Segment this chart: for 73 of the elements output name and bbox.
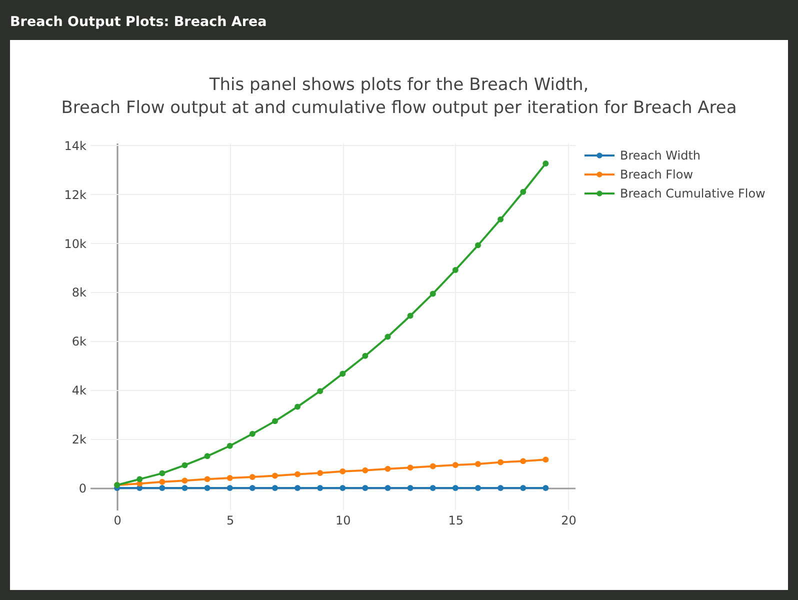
point — [340, 370, 346, 377]
x-tick-label: 20 — [561, 514, 576, 528]
point — [226, 442, 233, 449]
point — [430, 463, 436, 470]
point — [226, 474, 233, 481]
point — [317, 484, 324, 491]
x-tick-label: 0 — [114, 514, 122, 528]
point — [362, 467, 368, 474]
point — [204, 476, 210, 482]
point — [498, 459, 504, 466]
point — [475, 461, 481, 467]
point — [317, 470, 324, 476]
point — [204, 484, 210, 491]
point — [452, 484, 458, 491]
point — [384, 334, 391, 340]
y-tick-label: 10k — [64, 236, 87, 251]
point — [520, 188, 526, 195]
point — [294, 484, 301, 491]
point — [407, 484, 414, 491]
point — [136, 476, 143, 482]
point — [542, 456, 549, 463]
point — [452, 462, 458, 468]
y-tick-label: 8k — [72, 286, 87, 300]
point — [498, 216, 504, 222]
point — [317, 388, 324, 394]
point — [159, 478, 166, 485]
point — [475, 484, 481, 491]
point — [226, 484, 233, 491]
y-tick-label: 12k — [64, 188, 87, 202]
y-tick-label: 4k — [72, 384, 87, 398]
point — [520, 458, 526, 464]
x-tick-label: 15 — [448, 514, 464, 528]
point — [182, 484, 188, 491]
point — [272, 484, 278, 491]
point — [182, 462, 188, 468]
point — [272, 472, 278, 479]
point — [475, 242, 481, 248]
point — [384, 466, 391, 472]
y-tick-label: 14k — [64, 138, 87, 153]
point — [542, 484, 549, 491]
chart-title: This panel shows plots for the Breach Width, Breach Flow output at and cumulative flow output per iteration for Breach Area — [61, 75, 737, 118]
point — [159, 470, 166, 476]
x-tick-label: 5 — [226, 514, 234, 528]
point — [249, 474, 256, 480]
point — [520, 484, 526, 491]
legend-label: Breach Flow — [620, 168, 694, 182]
point — [340, 468, 346, 474]
point — [498, 484, 504, 491]
text: Breach Output Plots: Breach Area — [10, 14, 267, 30]
point — [407, 312, 414, 319]
y-tick-label: 6k — [72, 334, 87, 349]
point — [272, 418, 278, 424]
y-tick-label: 0 — [78, 481, 86, 496]
point — [204, 453, 210, 460]
legend-label: Breach Cumulative Flow — [620, 186, 766, 200]
x-tick-label: 10 — [336, 514, 351, 528]
point — [159, 484, 166, 491]
point — [407, 464, 414, 471]
point — [362, 484, 368, 491]
point — [249, 430, 256, 437]
point — [182, 478, 188, 484]
point — [340, 484, 346, 491]
point — [430, 290, 436, 297]
point — [542, 160, 549, 167]
point — [294, 471, 301, 478]
y-tick-label: 2k — [72, 432, 87, 447]
point — [249, 484, 256, 491]
point — [430, 484, 436, 491]
point — [452, 266, 458, 273]
point — [384, 484, 391, 491]
point — [362, 352, 368, 359]
point — [294, 404, 301, 410]
legend-label: Breach Width — [620, 148, 701, 162]
